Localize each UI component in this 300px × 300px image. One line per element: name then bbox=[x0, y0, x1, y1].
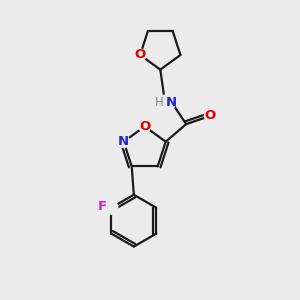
Circle shape bbox=[159, 94, 175, 111]
Circle shape bbox=[205, 110, 216, 122]
Circle shape bbox=[105, 201, 118, 214]
Circle shape bbox=[134, 49, 146, 61]
Circle shape bbox=[118, 136, 130, 148]
Text: O: O bbox=[139, 120, 150, 133]
Text: O: O bbox=[134, 49, 146, 62]
Text: F: F bbox=[98, 200, 106, 213]
Text: O: O bbox=[205, 109, 216, 122]
Text: N: N bbox=[166, 96, 177, 110]
Circle shape bbox=[139, 121, 151, 132]
Text: N: N bbox=[118, 135, 129, 148]
Text: H: H bbox=[154, 96, 163, 110]
